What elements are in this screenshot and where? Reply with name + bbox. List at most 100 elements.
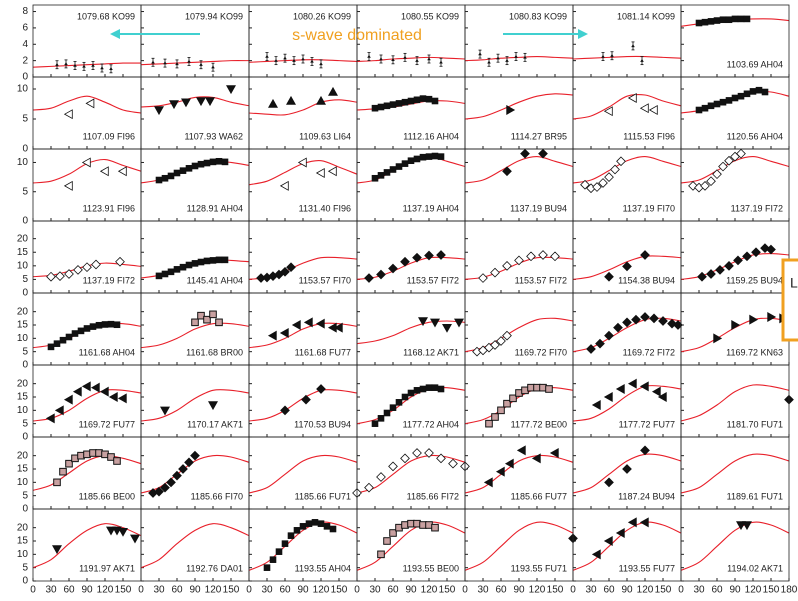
y-tick-label: 5 (22, 274, 28, 285)
data-point (279, 180, 289, 191)
data-point (389, 529, 397, 537)
data-point (73, 61, 77, 70)
panel: 1153.57 FI70 (248, 220, 358, 294)
data-point (389, 404, 397, 411)
data-point (379, 54, 383, 64)
panel-label: 1145.41 AH04 (187, 275, 243, 285)
data-point (100, 63, 104, 73)
point-core (391, 58, 395, 62)
data-point (328, 86, 338, 96)
data-point (395, 100, 403, 107)
data-point (431, 152, 439, 160)
panel-label: 1170.17 AK71 (187, 419, 243, 429)
data-point (329, 525, 337, 533)
data-point (377, 103, 385, 111)
data-point (203, 257, 211, 265)
data-point (719, 98, 727, 106)
data-point (59, 467, 67, 476)
panel: 1159.25 BU94 (680, 220, 790, 294)
panel-label: 1191.97 AK71 (79, 563, 135, 573)
data-point (454, 318, 464, 328)
y-tick-label: 2 (22, 55, 28, 66)
data-point (706, 269, 716, 279)
data-point (77, 327, 85, 335)
x-tick-label: 30 (369, 585, 381, 596)
y-tick-label: 10 (17, 405, 29, 416)
data-point (506, 105, 516, 115)
data-point (280, 405, 290, 416)
data-point (436, 453, 446, 464)
data-point (376, 472, 386, 482)
data-point (286, 262, 296, 273)
data-point (315, 318, 325, 329)
data-point (376, 269, 386, 280)
data-point (63, 109, 73, 120)
y-tick-label: 8 (22, 6, 28, 17)
panel-label: 1137.19 FI70 (623, 203, 675, 213)
panel-content (249, 454, 357, 494)
data-point (172, 470, 182, 481)
data-point (496, 336, 506, 346)
data-point (718, 161, 728, 172)
model-curve (357, 56, 465, 63)
panel-label: 1137.19 FI72 (83, 275, 135, 285)
y-tick-label: 0 (22, 576, 28, 587)
data-point (667, 318, 677, 329)
data-point (178, 464, 188, 474)
panel-label: 1185.66 FI72 (407, 491, 459, 501)
data-point (215, 256, 223, 264)
data-point (281, 540, 289, 547)
data-point (688, 181, 698, 191)
data-point (208, 401, 218, 411)
data-point (160, 482, 170, 493)
y-tick-label: 5 (22, 562, 28, 573)
data-point (407, 389, 415, 397)
data-point (724, 260, 734, 271)
model-curve (681, 453, 789, 494)
data-point (749, 88, 757, 95)
data-point (221, 256, 229, 264)
y-tick-label: 10 (17, 333, 29, 344)
panel-label: 1187.24 BU94 (618, 491, 675, 501)
y-tick-label: 20 (17, 450, 29, 461)
panel: 1194.02 AK71 (680, 508, 790, 582)
panel: 1191.97 AK71 (32, 508, 142, 582)
data-point (649, 313, 659, 324)
data-point (190, 450, 200, 461)
panel-label: 1193.55 AH04 (295, 563, 351, 573)
panel-label: 1107.93 WA62 (184, 131, 243, 141)
data-point (47, 343, 55, 351)
annotation: s-wave dominated (292, 27, 422, 44)
x-tick-label: 60 (711, 585, 723, 596)
data-point (713, 17, 721, 24)
data-point (293, 527, 301, 534)
y-tick-label: 10 (17, 477, 29, 488)
model-curve (465, 156, 573, 184)
data-point (701, 18, 709, 26)
data-point (743, 90, 751, 98)
point-core (367, 54, 371, 58)
x-tick-label: 30 (261, 585, 273, 596)
x-tick-label: 60 (387, 585, 399, 596)
data-point (91, 61, 95, 70)
panel-content (33, 95, 141, 114)
panel-label: 1192.76 DA01 (186, 563, 243, 573)
data-point (478, 49, 482, 59)
panel-content (573, 453, 681, 494)
data-point (316, 95, 326, 105)
data-point (215, 157, 223, 165)
data-point (179, 167, 187, 174)
data-point (221, 158, 229, 166)
model-curve (249, 322, 357, 349)
data-point (383, 409, 391, 417)
panel-label: 1107.09 FI96 (83, 131, 135, 141)
data-point (616, 156, 626, 167)
data-point (736, 521, 746, 531)
data-point (591, 549, 601, 560)
data-point (505, 56, 509, 66)
data-point (549, 448, 559, 458)
data-point (275, 548, 283, 555)
y-tick-label: 0 (22, 288, 28, 299)
x-tick-label: 150 (439, 585, 456, 596)
panel-label: 1168.12 AK71 (403, 347, 459, 357)
